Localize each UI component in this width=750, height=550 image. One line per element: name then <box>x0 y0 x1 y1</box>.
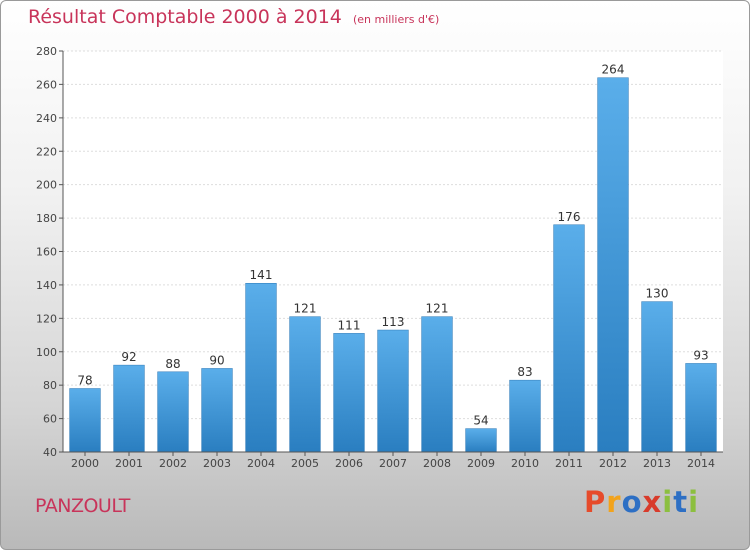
y-tick-label: 80 <box>43 379 57 392</box>
bar <box>465 428 497 453</box>
bar <box>553 224 585 453</box>
x-tick-label: 2001 <box>115 457 143 470</box>
y-tick-label: 280 <box>36 45 57 58</box>
bar <box>421 316 453 453</box>
y-tick-label: 200 <box>36 179 57 192</box>
x-tick-label: 2008 <box>423 457 451 470</box>
data-label: 92 <box>121 350 136 364</box>
x-tick-label: 2009 <box>467 457 495 470</box>
data-label: 83 <box>517 365 532 379</box>
bar <box>113 364 145 453</box>
bar <box>289 316 321 453</box>
bar <box>377 329 409 453</box>
data-label: 130 <box>646 287 669 301</box>
data-label: 264 <box>602 63 625 77</box>
y-tick-label: 260 <box>36 78 57 91</box>
x-tick-label: 2012 <box>599 457 627 470</box>
bar <box>245 282 277 453</box>
y-tick-label: 240 <box>36 112 57 125</box>
data-label: 54 <box>473 414 488 428</box>
bar <box>597 77 629 453</box>
bar <box>641 301 673 453</box>
x-tick-label: 2003 <box>203 457 231 470</box>
data-label: 93 <box>693 348 708 362</box>
logo-letter: t <box>673 485 689 519</box>
place-name: PANZOULT <box>35 495 130 517</box>
bar <box>157 371 189 453</box>
y-tick-label: 140 <box>36 279 57 292</box>
y-tick-label: 160 <box>36 246 57 259</box>
data-label: 78 <box>77 374 92 388</box>
x-tick-label: 2000 <box>71 457 99 470</box>
bar <box>509 379 541 453</box>
labels: 40 60 80 100 120 140 160 180 200 220 240 260 280 78 20… <box>36 45 715 470</box>
bar <box>201 368 233 453</box>
logo-letter: o <box>621 485 643 519</box>
chart-subtitle: (en milliers d'€) <box>352 13 440 26</box>
data-label: 88 <box>165 357 180 371</box>
proxiti-logo: Proxiti <box>584 485 699 519</box>
y-tick-label: 120 <box>36 312 57 325</box>
axes <box>59 50 723 456</box>
logo-letter: P <box>584 485 607 519</box>
y-tick-label: 220 <box>36 145 57 158</box>
data-label: 111 <box>338 318 361 332</box>
y-tick-label: 180 <box>36 212 57 225</box>
x-tick-label: 2011 <box>555 457 583 470</box>
x-tick-label: 2005 <box>291 457 319 470</box>
chart-title: Résultat Comptable 2000 à 2014 <box>28 6 342 28</box>
y-tick-label: 40 <box>43 446 57 459</box>
x-tick-label: 2006 <box>335 457 363 470</box>
bar <box>685 363 717 453</box>
x-tick-label: 2002 <box>159 457 187 470</box>
x-tick-label: 2007 <box>379 457 407 470</box>
chart-title-block: Résultat Comptable 2000 à 2014 (en milli… <box>28 6 439 28</box>
logo-letter: i <box>662 485 674 519</box>
x-tick-label: 2010 <box>511 457 539 470</box>
data-label: 121 <box>426 302 449 316</box>
y-tick-label: 60 <box>43 413 57 426</box>
bar <box>333 333 365 453</box>
x-tick-label: 2004 <box>247 457 275 470</box>
bar <box>69 388 101 453</box>
data-label: 176 <box>558 210 581 224</box>
data-label: 141 <box>250 268 273 282</box>
bars <box>69 77 717 453</box>
logo-letter: r <box>606 485 622 519</box>
logo-letter: i <box>688 485 700 519</box>
y-tick-label: 100 <box>36 346 57 359</box>
logo-letter: x <box>642 485 663 519</box>
data-label: 121 <box>294 302 317 316</box>
x-tick-label: 2014 <box>687 457 715 470</box>
data-label: 113 <box>382 315 405 329</box>
x-tick-label: 2013 <box>643 457 671 470</box>
data-label: 90 <box>209 353 224 367</box>
